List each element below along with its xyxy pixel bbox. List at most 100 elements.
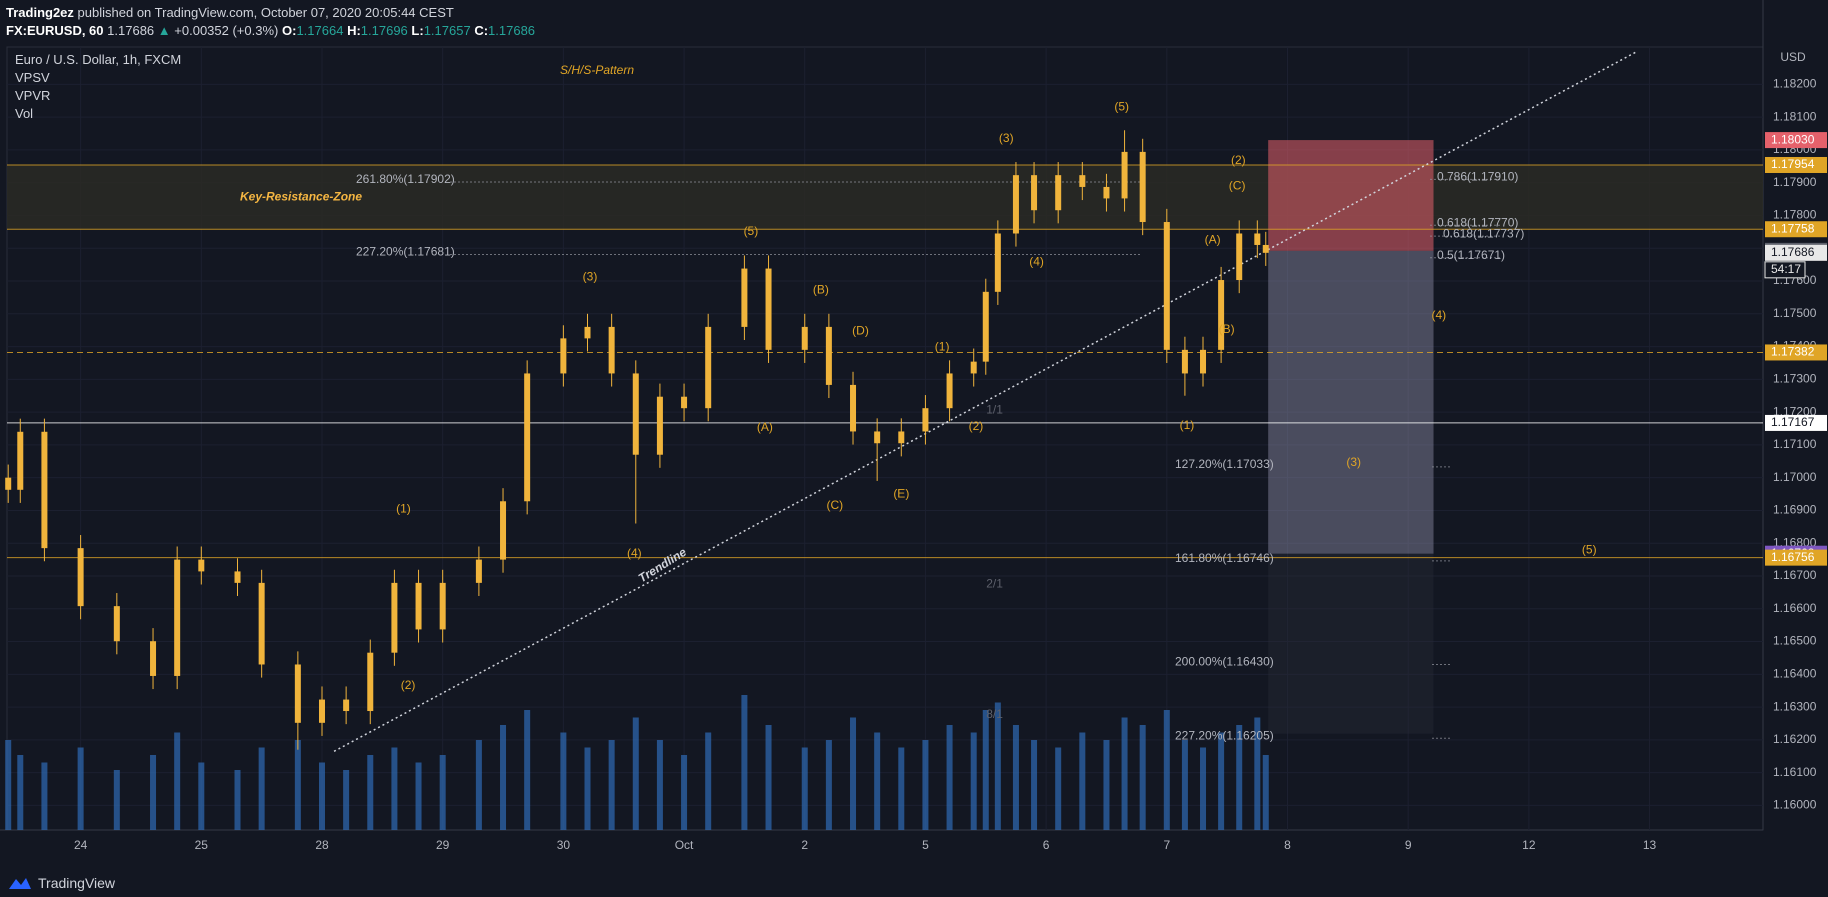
candle-body [17, 431, 24, 490]
fib-label: 127.20%(1.17033) [1175, 457, 1274, 471]
y-tick-label: 1.16500 [1773, 634, 1817, 648]
volume-bar [1236, 725, 1243, 830]
h-label: H: [347, 23, 361, 38]
legend-item[interactable]: Vol [15, 106, 34, 121]
volume-bar [41, 762, 48, 830]
y-tick-label: 1.18100 [1773, 109, 1817, 123]
volume-bar [367, 755, 374, 830]
volume-bar [584, 747, 591, 830]
candle-body [801, 326, 808, 350]
x-tick-label: 25 [195, 838, 209, 852]
candle-body [258, 582, 265, 665]
volume-bar [1103, 740, 1110, 830]
x-tick-label: 13 [1643, 838, 1657, 852]
x-tick-label: 9 [1405, 838, 1412, 852]
volume-bar [560, 732, 567, 830]
gann-label: 8/1 [986, 707, 1003, 721]
publish-line: Trading2ez published on TradingView.com,… [6, 4, 535, 22]
countdown-tag [1764, 261, 1806, 279]
wave-label: (5) [1114, 99, 1129, 113]
candle-body [318, 699, 325, 723]
target-box [1268, 250, 1434, 554]
candle-body [1218, 280, 1225, 350]
candle-body [113, 606, 120, 642]
volume-bar [415, 762, 422, 830]
candle-body [1181, 349, 1188, 374]
y-tick-label: 1.17100 [1773, 437, 1817, 451]
x-tick-label: 12 [1522, 838, 1536, 852]
x-tick-label: 6 [1043, 838, 1050, 852]
level-label: 1.17167 [1771, 415, 1815, 429]
x-tick-label: 30 [557, 838, 571, 852]
volume-bar [608, 740, 615, 830]
volume-bar [5, 740, 12, 830]
legend-item[interactable]: Euro / U.S. Dollar, 1h, FXCM [15, 52, 182, 67]
wave-label: (3) [999, 131, 1014, 145]
candle-body [874, 431, 881, 444]
level-label: 1.17954 [1771, 157, 1815, 171]
footer[interactable]: TradingView [8, 875, 115, 891]
wave-label: (C) [827, 498, 844, 512]
level-tag [1765, 132, 1827, 149]
volume-bar [898, 747, 905, 830]
candle-body [77, 548, 84, 607]
candle-body [294, 664, 301, 723]
volume-bar [656, 740, 663, 830]
volume-bar [825, 740, 832, 830]
wave-label: (4) [627, 546, 642, 560]
level-tag [1765, 221, 1827, 238]
volume-bar [1079, 732, 1086, 830]
wave-label: (4) [1432, 308, 1447, 322]
change: +0.00352 (+0.3%) [174, 23, 279, 38]
fib-label: 0.618(1.17770) [1437, 215, 1518, 229]
candle-body [1262, 244, 1269, 253]
volume-bar [150, 755, 157, 830]
volume-bar [1139, 725, 1146, 830]
y-tick-label: 1.16300 [1773, 699, 1817, 713]
volume-bar [741, 695, 748, 830]
plot-border [6, 46, 1764, 831]
volume-bar [17, 755, 24, 830]
candle-body [970, 361, 977, 374]
candle-body [1079, 175, 1086, 187]
volume-bar [1055, 747, 1062, 830]
candle-body [632, 373, 639, 455]
volume-bar [198, 762, 205, 830]
candle-body [741, 268, 748, 327]
candle-body [850, 384, 857, 432]
volume-bar [681, 755, 688, 830]
volume-bar [922, 740, 929, 830]
fib-label: 227.20%(1.17681) [356, 245, 455, 259]
candle-body [41, 431, 48, 549]
volume-bar [343, 770, 350, 830]
volume-bar [705, 732, 712, 830]
wave-label: (A) [757, 420, 773, 434]
level-label: 1.18030 [1771, 132, 1815, 146]
o-label: O: [281, 23, 297, 38]
candle-body [765, 268, 772, 350]
candle-body [946, 373, 953, 409]
y-tick-label: 1.17900 [1773, 175, 1817, 189]
candle-body [584, 326, 591, 339]
wave-label: (4) [1029, 255, 1044, 269]
legend-item[interactable]: VPSV [15, 70, 50, 85]
legend-item[interactable]: VPVR [15, 88, 51, 103]
y-tick-label: 1.16000 [1773, 798, 1817, 812]
candle-body [1103, 186, 1110, 199]
volume-bar [77, 747, 84, 830]
y-tick-label: 1.17300 [1773, 372, 1817, 386]
volume-bar [475, 740, 482, 830]
volume-bar [234, 770, 241, 830]
candle-body [415, 582, 422, 630]
x-tick-label: Oct [675, 838, 694, 852]
wave-label: (2) [401, 678, 416, 692]
candle-body [1139, 151, 1146, 223]
volume-bar [874, 732, 881, 830]
candle-body [922, 408, 929, 432]
level-label: 1.17686 [1771, 245, 1815, 259]
candle-body [825, 326, 832, 385]
wave-label: (E) [893, 487, 909, 501]
legend: Euro / U.S. Dollar, 1h, FXCM VPSV VPVR V… [15, 51, 181, 123]
wave-label: (1) [1180, 418, 1195, 432]
gann-label: 2/1 [986, 576, 1003, 590]
